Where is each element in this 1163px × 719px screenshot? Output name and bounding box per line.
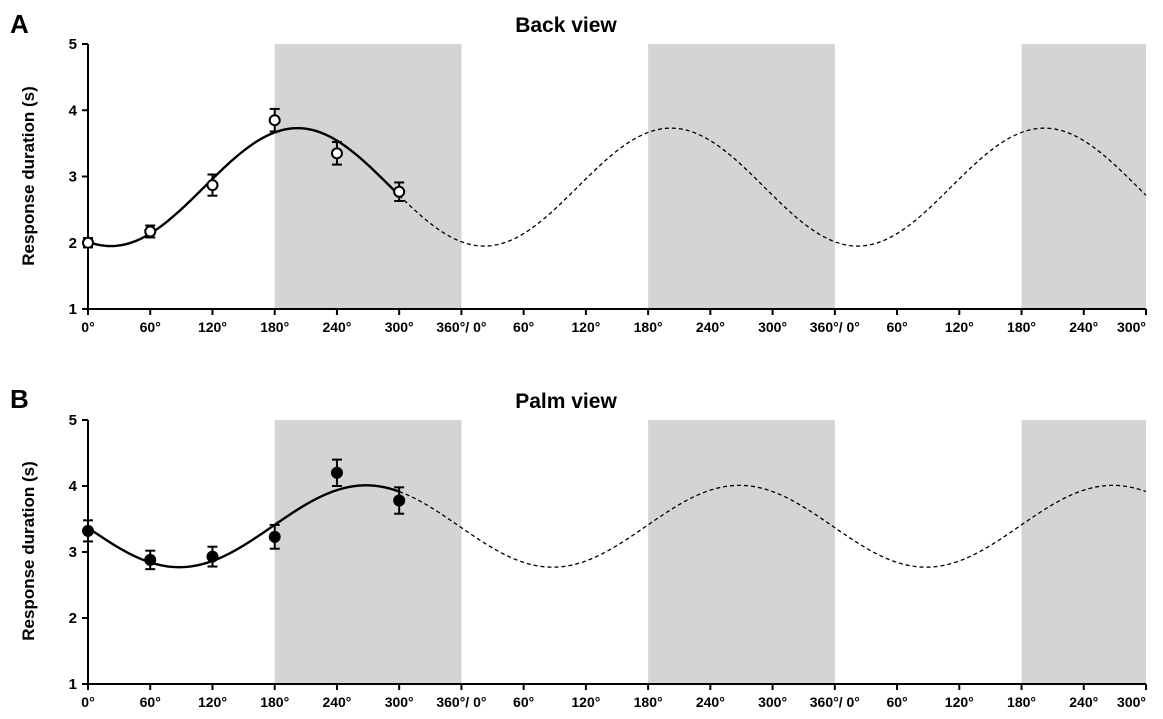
panel-a-y-tick-label: 1 — [69, 301, 77, 318]
panel-a-x-tick-label: 60° — [140, 319, 161, 335]
panel-a-x-tick-label: 120° — [198, 319, 227, 335]
panel-b-x-tick-label: 120° — [198, 694, 227, 710]
panel-b-data-point — [393, 494, 406, 507]
panel-a-fit-curve-extrapolated — [398, 127, 1147, 247]
panel-b-y-tick-label: 2 — [69, 610, 77, 627]
panel-b-x-tick-label: 60° — [886, 694, 907, 710]
panel-a-x-tick-label: 0° — [81, 319, 94, 335]
panel-b: 1 2 3 4 5 0° 60° 120° 180° 240° 300° 360°/ 0° 60° 120… — [10, 384, 1147, 710]
panel-a-x-tick-label: 120° — [945, 319, 974, 335]
panel-a-title: Back view — [515, 14, 617, 37]
panel-a-data-point — [144, 225, 157, 238]
panel-b-x-tick-label: 180° — [634, 694, 663, 710]
panel-a-x-tick-label: 180° — [260, 319, 289, 335]
panel-a-data-point — [393, 185, 406, 198]
panel-a-x-tick-label: 240° — [696, 319, 725, 335]
panel-b-x-tick-label: 360°/ 0° — [810, 694, 860, 710]
panel-b-x-tick-label: 60° — [140, 694, 161, 710]
panel-a-x-tick-label: 240° — [322, 319, 351, 335]
panel-b-x-tick-label: 360°/ 0° — [436, 694, 486, 710]
panel-b-letter: B — [10, 384, 29, 414]
panel-b-x-tick-label: 60° — [513, 694, 534, 710]
panel-a-data-point — [330, 147, 343, 160]
panel-a-data-point — [206, 179, 219, 192]
panel-a-x-tick-label: 360°/ 0° — [436, 319, 486, 335]
panel-a-fit-curve — [87, 126, 401, 248]
panel-b-x-tick-label: 120° — [571, 694, 600, 710]
panel-b-x-tick-label: 120° — [945, 694, 974, 710]
panel-b-title: Palm view — [515, 390, 617, 413]
panel-b-y-axis-label: Response duration (s) — [19, 461, 38, 640]
panel-b-y-tick-label: 4 — [69, 478, 78, 495]
panel-b-x-tick-label: 180° — [1007, 694, 1036, 710]
panel-a-x-tick-label: 120° — [571, 319, 600, 335]
panel-a-x-tick-label: 180° — [634, 319, 663, 335]
panel-b-data-point — [144, 553, 157, 566]
panel-a-x-tick-label: 300° — [1117, 319, 1146, 335]
panel-b-x-tick-label: 180° — [260, 694, 289, 710]
panel-b-data-point — [330, 466, 343, 479]
panel-a-y-tick-label: 2 — [69, 235, 77, 252]
panel-b-x-tick-label: 300° — [1117, 694, 1146, 710]
panel-a-x-tick-label: 60° — [886, 319, 907, 335]
panel-a-y-axis-label: Response duration (s) — [19, 86, 38, 265]
panel-b-x-tick-label: 300° — [758, 694, 787, 710]
panel-b-data-point — [82, 524, 94, 537]
panel-b-x-tick-label: 240° — [322, 694, 351, 710]
panel-b-fit-curve-extrapolated — [398, 484, 1147, 568]
panel-b-x-tick-label: 300° — [385, 694, 414, 710]
panel-b-x-tick-label: 240° — [1069, 694, 1098, 710]
panel-b-y-tick-label: 1 — [69, 676, 77, 693]
panel-a-x-tick-label: 60° — [513, 319, 534, 335]
panel-b-shaded-band-0 — [274, 420, 462, 684]
panel-a-x-tick-label: 360°/ 0° — [810, 319, 860, 335]
panel-a-x-tick-label: 300° — [385, 319, 414, 335]
panel-a-x-tick-label: 300° — [758, 319, 787, 335]
panel-b-x-tick-label: 0° — [81, 694, 94, 710]
panel-b-data-point — [206, 550, 219, 563]
panel-a-y-tick-label: 4 — [69, 102, 78, 119]
panel-b-shaded-band-1 — [648, 420, 835, 684]
panel-b-y-tick-label: 3 — [69, 544, 77, 561]
panel-a-y-tick-label: 3 — [69, 169, 77, 186]
panel-a-letter: A — [10, 9, 29, 39]
panel-b-fit-curve — [87, 484, 400, 569]
panel-a-y-tick-label: 5 — [69, 36, 77, 53]
panel-a-shaded-band-0 — [274, 44, 462, 309]
panel-a-data-point — [268, 114, 281, 127]
panel-a-data-point — [82, 236, 94, 249]
panel-a-x-tick-label: 240° — [1069, 319, 1098, 335]
panel-b-y-tick-label: 5 — [69, 412, 77, 429]
panel-b-data-point — [268, 530, 281, 543]
panel-a-shaded-band-2 — [1021, 44, 1146, 309]
panel-a-shaded-band-1 — [648, 44, 835, 309]
panel-b-shaded-band-2 — [1021, 420, 1146, 684]
panel-a: 1 2 3 4 5 0° 60° 120° 180° 240° 300° 360°/ 0° 60° 120… — [10, 9, 1147, 335]
panel-b-x-tick-label: 240° — [696, 694, 725, 710]
panel-a-x-tick-label: 180° — [1007, 319, 1036, 335]
